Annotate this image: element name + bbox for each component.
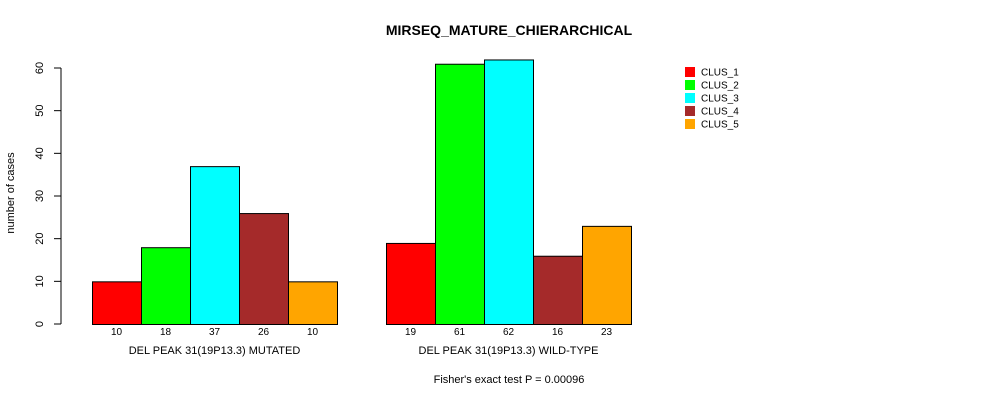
- legend-label-2: CLUS_2: [701, 81, 739, 92]
- legend-swatch-3: [685, 93, 695, 103]
- legend-swatch-5: [685, 119, 695, 129]
- bar-clus-5-group-1: [288, 281, 338, 326]
- bars: [92, 59, 632, 326]
- fisher-test-footnote: Fisher's exact test P = 0.00096: [434, 374, 585, 386]
- x-axis-labels: 10 18 37 26 10 DEL PEAK 31(19P13.3) MUTATED 19…: [111, 327, 613, 357]
- y-axis-title: number of cases: [5, 152, 17, 234]
- bar-count-label: 10: [307, 327, 319, 338]
- legend-label-1: CLUS_1: [701, 68, 739, 79]
- legend: CLUS_1 CLUS_2 CLUS_3 CLUS_4 CLUS_5: [685, 67, 739, 131]
- y-tick-label: 30: [34, 190, 46, 202]
- bar-count-label: 19: [405, 327, 417, 338]
- legend-label-5: CLUS_5: [701, 120, 739, 131]
- bar-count-label: 37: [209, 327, 221, 338]
- bar-clus-4-group-1: [239, 213, 289, 325]
- bar-clus-2-group-2: [435, 63, 485, 325]
- bar-count-label: 26: [258, 327, 270, 338]
- bar-clus-1-group-2: [386, 242, 436, 325]
- y-tick-label: 20: [34, 233, 46, 245]
- bar-clus-4-group-2: [533, 255, 583, 326]
- legend-swatch-1: [685, 67, 695, 77]
- bar-count-label: 61: [454, 327, 466, 338]
- bar-count-label: 16: [552, 327, 564, 338]
- y-tick-label: 10: [34, 275, 46, 287]
- y-tick-label: 0: [34, 321, 46, 327]
- bar-clus-3-group-2: [484, 59, 534, 325]
- bar-clus-5-group-2: [582, 225, 632, 325]
- y-axis: 0 10 20 30 40 50 60: [34, 62, 62, 327]
- bar-clus-2-group-1: [141, 247, 191, 325]
- bar-count-label: 18: [160, 327, 172, 338]
- bar-count-label: 23: [601, 327, 613, 338]
- bar-clus-3-group-1: [190, 166, 240, 325]
- y-tick-label: 50: [34, 105, 46, 117]
- bar-count-label: 10: [111, 327, 123, 338]
- bar-clus-1-group-1: [92, 281, 142, 326]
- legend-label-4: CLUS_4: [701, 107, 739, 118]
- y-tick-label: 60: [34, 62, 46, 74]
- x-group-label-2: DEL PEAK 31(19P13.3) WILD-TYPE: [419, 345, 599, 357]
- bar-count-label: 62: [503, 327, 515, 338]
- legend-swatch-4: [685, 106, 695, 116]
- y-tick-label: 40: [34, 147, 46, 159]
- x-group-label-1: DEL PEAK 31(19P13.3) MUTATED: [129, 345, 301, 357]
- legend-swatch-2: [685, 80, 695, 90]
- legend-label-3: CLUS_3: [701, 94, 739, 105]
- chart-title: MIRSEQ_MATURE_CHIERARCHICAL: [386, 22, 633, 38]
